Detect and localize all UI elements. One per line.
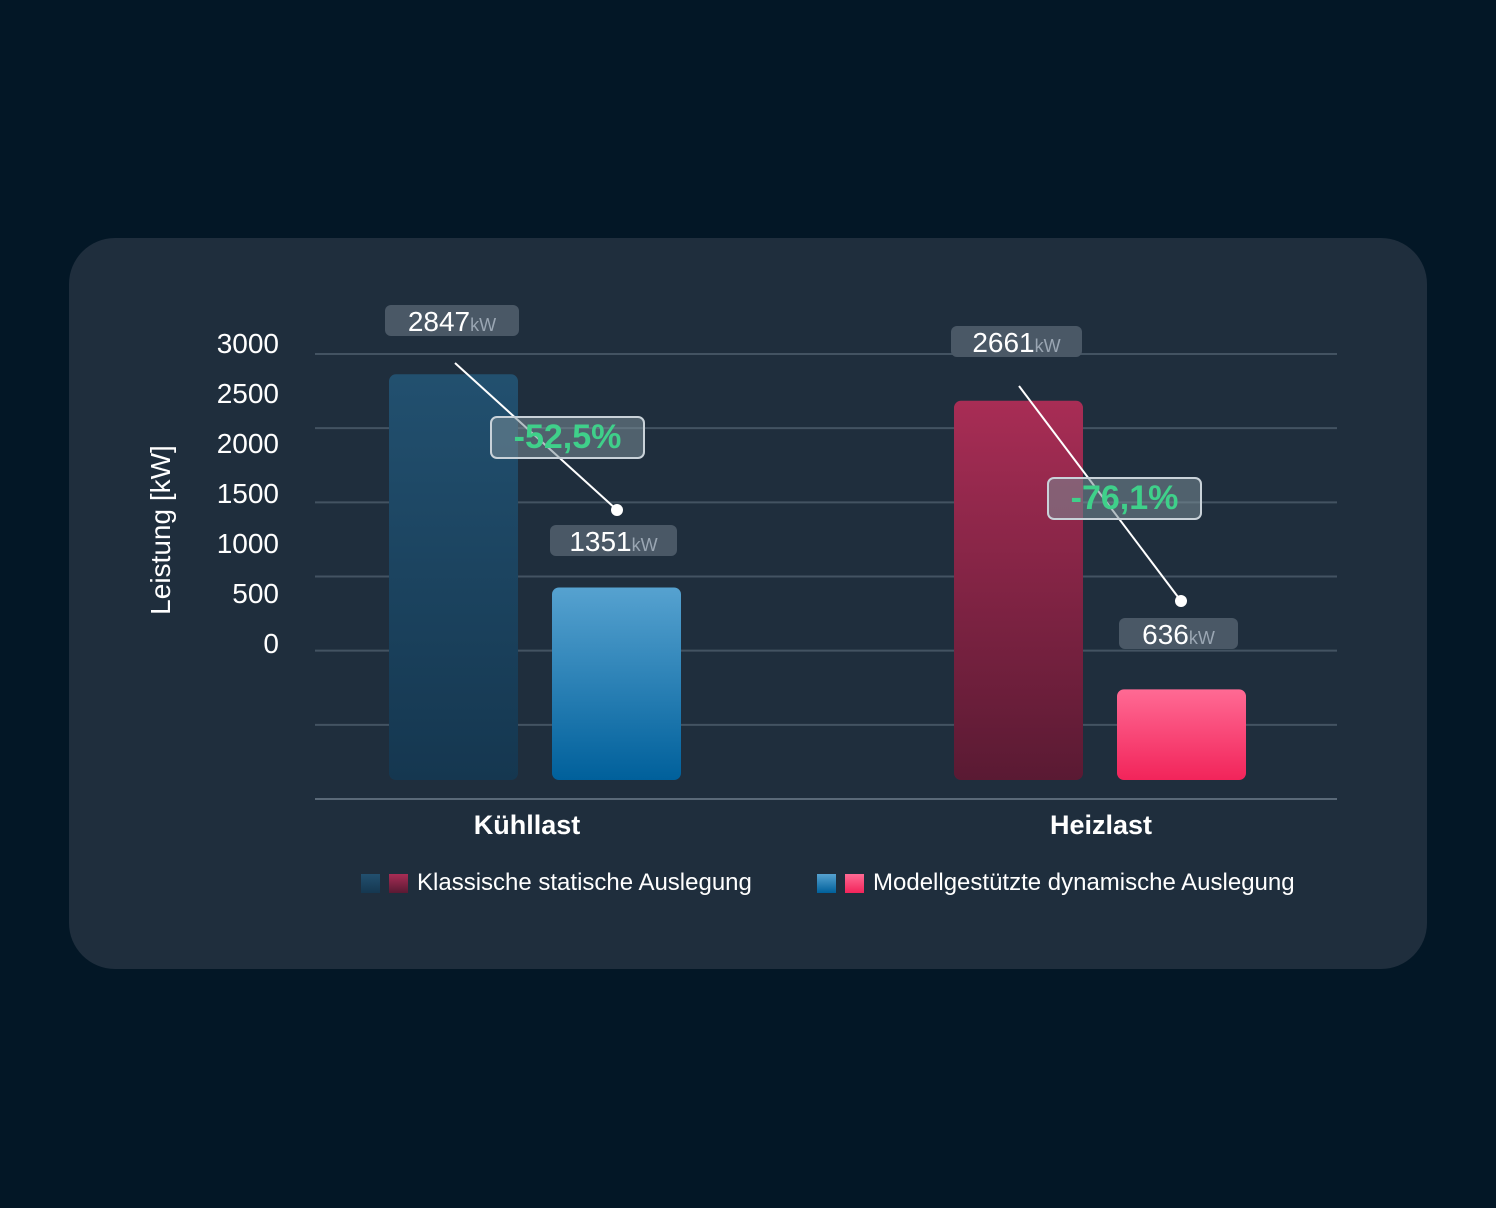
value-pill xyxy=(1119,618,1238,649)
value-unit: kW xyxy=(1035,336,1061,356)
value-number: 2661 xyxy=(972,327,1034,358)
value-label: 1351kW xyxy=(550,525,677,557)
legend-entry: Klassische statische Auslegung xyxy=(361,869,752,896)
bar-static-0 xyxy=(389,374,518,780)
value-pill xyxy=(385,305,519,336)
category-label: Heizlast xyxy=(1050,810,1152,840)
value-unit: kW xyxy=(1189,628,1215,648)
change-percent: -76,1% xyxy=(1071,479,1179,517)
change-percent: -52,5% xyxy=(514,418,622,456)
value-pill xyxy=(550,525,677,556)
value-unit: kW xyxy=(632,535,658,555)
change-badge xyxy=(1047,477,1202,520)
y-tick-label: 2500 xyxy=(217,378,279,409)
category-labels: Kühllast Heizlast xyxy=(474,810,1152,840)
connector-dot xyxy=(1175,595,1187,607)
change-badge xyxy=(490,416,645,459)
bar-chart: 0 500 1000 1500 2000 2500 3000 Leistung [kW] -… xyxy=(145,305,1337,896)
value-unit: kW xyxy=(470,315,496,335)
change-indicator: -76,1% xyxy=(1018,385,1202,607)
y-tick-label: 0 xyxy=(263,628,279,659)
y-tick-label: 1000 xyxy=(217,528,279,559)
chart-card: 0 500 1000 1500 2000 2500 3000 Leistung [kW] -… xyxy=(69,238,1427,969)
legend-swatch xyxy=(845,874,864,893)
value-number: 1351 xyxy=(569,526,631,557)
value-number: 636 xyxy=(1142,619,1189,650)
change-connectors: -52,5% -76,1% xyxy=(454,362,1202,607)
value-label: 2661kW xyxy=(951,326,1082,358)
legend: Klassische statische Auslegung Modellgest… xyxy=(361,869,1295,896)
category-label: Kühllast xyxy=(474,810,581,840)
value-label: 636kW xyxy=(1119,618,1238,650)
bar-static-1 xyxy=(954,400,1083,780)
y-tick-label: 1500 xyxy=(217,478,279,509)
bar-dynamic-1 xyxy=(1117,689,1246,780)
y-axis-label: Leistung [kW] xyxy=(145,445,176,615)
y-tick-label: 500 xyxy=(232,578,279,609)
legend-swatch xyxy=(389,874,408,893)
value-label: 2847kW xyxy=(385,305,519,337)
y-tick-label: 2000 xyxy=(217,428,279,459)
connector-dot xyxy=(611,504,623,516)
y-axis-ticks: 0 500 1000 1500 2000 2500 3000 xyxy=(217,328,279,659)
legend-swatch xyxy=(817,874,836,893)
legend-label: Klassische statische Auslegung xyxy=(417,869,752,896)
y-tick-label: 3000 xyxy=(217,328,279,359)
legend-label: Modellgestützte dynamische Auslegung xyxy=(873,869,1295,896)
value-text: 1351kW xyxy=(569,526,657,557)
legend-entry: Modellgestützte dynamische Auslegung xyxy=(817,869,1295,896)
value-pill xyxy=(951,326,1082,357)
value-text: 2847kW xyxy=(408,306,496,337)
value-text: 2661kW xyxy=(972,327,1060,358)
bar-dynamic-0 xyxy=(552,587,681,780)
value-text: 636kW xyxy=(1142,619,1215,650)
change-indicator: -52,5% xyxy=(454,362,645,516)
legend-swatch xyxy=(361,874,380,893)
value-number: 2847 xyxy=(408,306,470,337)
